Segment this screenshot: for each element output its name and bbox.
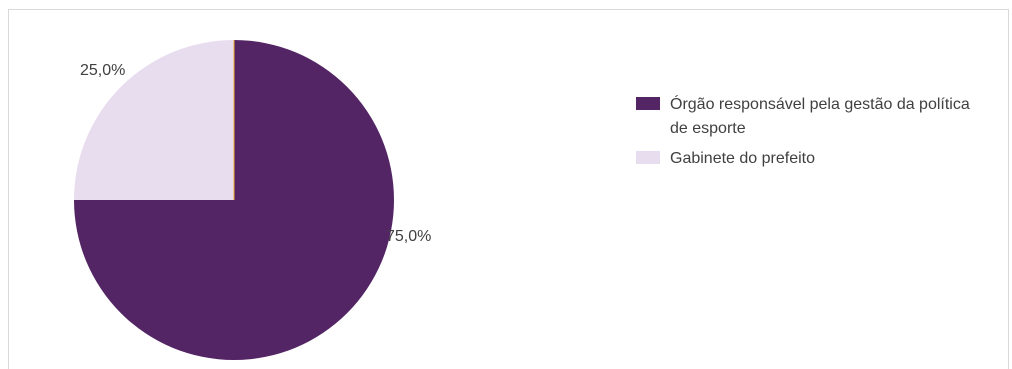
data-label-gabinete: 25,0%: [80, 62, 126, 79]
legend-label-orgao: Órgão responsável pela gestão da polític…: [670, 96, 970, 137]
chart-frame: [8, 9, 1009, 369]
pie-slice-gabinete: [74, 40, 234, 200]
legend-swatch-orgao: [636, 97, 660, 110]
legend-label-gabinete: Gabinete do prefeito: [670, 150, 815, 167]
legend: Órgão responsável pela gestão da polític…: [636, 93, 976, 177]
legend-item-gabinete: Gabinete do prefeito: [636, 147, 976, 171]
data-label-orgao: 75,0%: [386, 228, 432, 245]
legend-swatch-gabinete: [636, 151, 660, 164]
legend-item-orgao: Órgão responsável pela gestão da polític…: [636, 93, 976, 141]
